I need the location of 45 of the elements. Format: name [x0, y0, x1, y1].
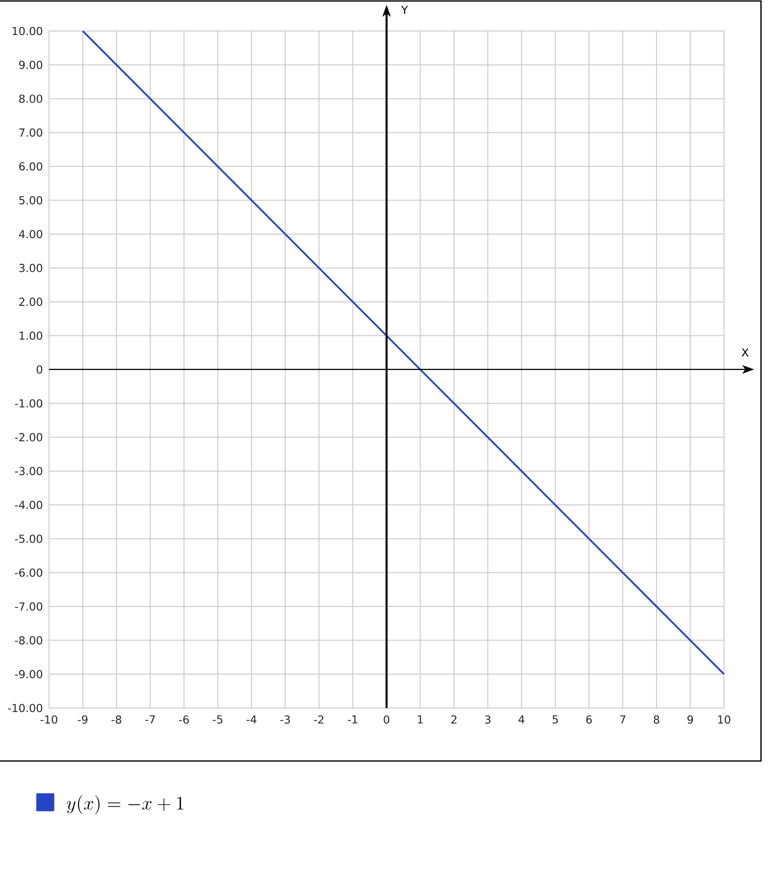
x-tick-label: 4	[518, 715, 524, 724]
y-tick-label: 6.00	[19, 162, 42, 171]
x-tick-label: -2	[314, 715, 324, 724]
x-tick-label: -3	[280, 715, 290, 724]
x-tick-label: -4	[246, 715, 256, 724]
y-tick-label: -5.00	[15, 534, 42, 543]
y-tick-label: 7.00	[19, 128, 42, 137]
y-tick-label: 3.00	[19, 264, 42, 272]
y-tick-label: -6.00	[15, 568, 42, 577]
x-tick-label: 9	[687, 715, 693, 724]
y-tick-label: 1.00	[20, 332, 42, 340]
y-tick-label: -4.00	[15, 500, 42, 510]
x-axis-title: X	[742, 348, 749, 356]
y-tick-label: 2.00	[19, 298, 42, 306]
y-tick-label: 5.00	[19, 196, 42, 204]
y-tick-label: -3.00	[15, 466, 42, 476]
x-tick-label: -10	[40, 715, 58, 724]
x-tick-label: 0	[384, 715, 390, 724]
x-tick-label: -8	[112, 715, 122, 724]
x-tick-label: -5	[212, 715, 222, 724]
x-tick-label: 2	[451, 715, 456, 724]
x-tick-label: 10	[718, 715, 730, 724]
y-tick-label: -10.00	[8, 704, 42, 712]
y-tick-label: -8.00	[15, 636, 42, 644]
x-tick-label: 3	[485, 715, 490, 724]
y-tick-label: 0	[36, 365, 42, 374]
legend-label: $y(x) = -x + 1$	[66, 795, 184, 814]
y-tick-label: 4.00	[19, 230, 42, 238]
x-tick-label: 1	[418, 715, 423, 724]
x-tick-label: 8	[654, 715, 660, 724]
y-tick-label: -7.00	[15, 602, 42, 611]
x-tick-label: -9	[78, 715, 88, 724]
y-tick-label: -9.00	[15, 670, 42, 678]
x-tick-label: -7	[145, 715, 155, 724]
y-tick-label: 9.00	[19, 60, 42, 70]
x-tick-label: 5	[552, 715, 558, 724]
y-axis-title: Y	[401, 6, 408, 14]
x-tick-label: 6	[586, 715, 592, 724]
y-tick-label: -1.00	[15, 399, 42, 408]
x-tick-label: -6	[179, 715, 189, 724]
y-tick-label: 10.00	[12, 26, 42, 36]
y-tick-label: 8.00	[19, 94, 42, 103]
x-tick-label: -1	[348, 715, 358, 724]
x-tick-label: 7	[620, 715, 626, 724]
y-tick-label: -2.00	[15, 433, 42, 442]
